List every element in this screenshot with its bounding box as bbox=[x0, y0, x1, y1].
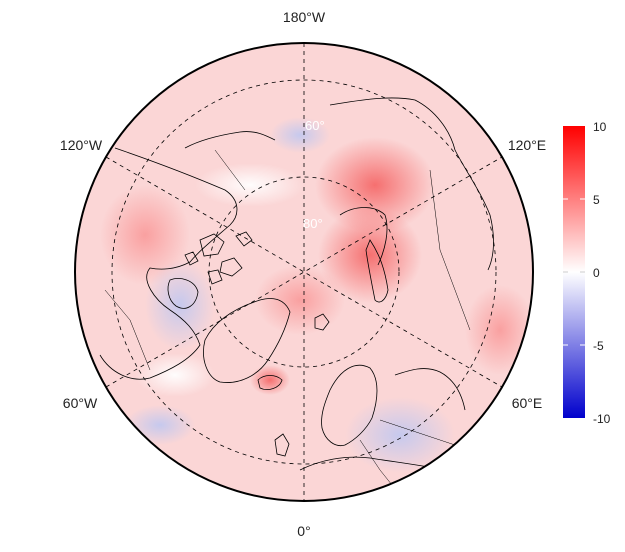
lat-label-80: 80° bbox=[303, 216, 323, 231]
anomaly-field bbox=[75, 43, 533, 501]
baffin-coast bbox=[167, 278, 199, 309]
siberia-coast bbox=[329, 97, 494, 271]
cool-anomaly-europe bbox=[345, 397, 455, 473]
iceland-coast bbox=[257, 375, 283, 390]
barents-coast bbox=[394, 368, 466, 411]
lon-label-120e: 120°E bbox=[508, 137, 546, 153]
colorbar-gradient bbox=[563, 126, 585, 418]
colorbar-label-minus10: -10 bbox=[593, 412, 611, 426]
map-boundary bbox=[74, 42, 534, 502]
warm-anomaly-siberia bbox=[315, 137, 435, 233]
novaya-zemlya-coast bbox=[365, 239, 389, 303]
colorbar-label-minus5: -5 bbox=[593, 339, 604, 353]
warm-anomaly-arctic bbox=[255, 265, 345, 335]
cool-anomaly-atlantic bbox=[125, 405, 195, 445]
graticule-lat-60 bbox=[111, 79, 497, 465]
cool-anomaly-canada bbox=[145, 260, 215, 350]
alaska-coast bbox=[184, 131, 276, 149]
colorbar-ticks bbox=[563, 198, 585, 346]
lon-label-180w: 180°W bbox=[283, 9, 326, 25]
border-alaska-canada bbox=[214, 149, 246, 191]
lon-label-60w: 60°W bbox=[63, 395, 98, 411]
lat-label-60: 60° bbox=[305, 118, 325, 133]
graticule bbox=[105, 43, 503, 501]
greenland-coast bbox=[203, 298, 291, 383]
colorbar-label-10: 10 bbox=[593, 120, 607, 134]
colorbar: 10 5 0 -5 -10 bbox=[563, 120, 611, 426]
neutral-anomaly-beaufort bbox=[195, 163, 305, 207]
scandinavia-coast bbox=[321, 364, 378, 447]
lon-label-60e: 60°E bbox=[512, 395, 543, 411]
north-america-coast bbox=[99, 147, 238, 380]
british-isles-coast bbox=[274, 433, 290, 457]
cool-anomaly-chukchi bbox=[270, 117, 330, 153]
taymyr-coast bbox=[339, 207, 388, 266]
graticule-lat-80 bbox=[208, 176, 400, 368]
border-north-america-1 bbox=[104, 289, 151, 371]
coastlines bbox=[99, 97, 494, 501]
colorbar-label-0: 0 bbox=[593, 266, 600, 280]
neutral-anomaly-labrador bbox=[135, 353, 215, 397]
lon-label-120w: 120°W bbox=[60, 137, 103, 153]
canadian-archipelago-coast bbox=[184, 231, 253, 285]
lon-label-0: 0° bbox=[297, 523, 310, 539]
svalbard-coast bbox=[314, 313, 330, 331]
warm-anomaly-arctic-russia bbox=[318, 207, 422, 303]
colorbar-label-5: 5 bbox=[593, 193, 600, 207]
warm-anomaly-iceland bbox=[250, 365, 290, 395]
